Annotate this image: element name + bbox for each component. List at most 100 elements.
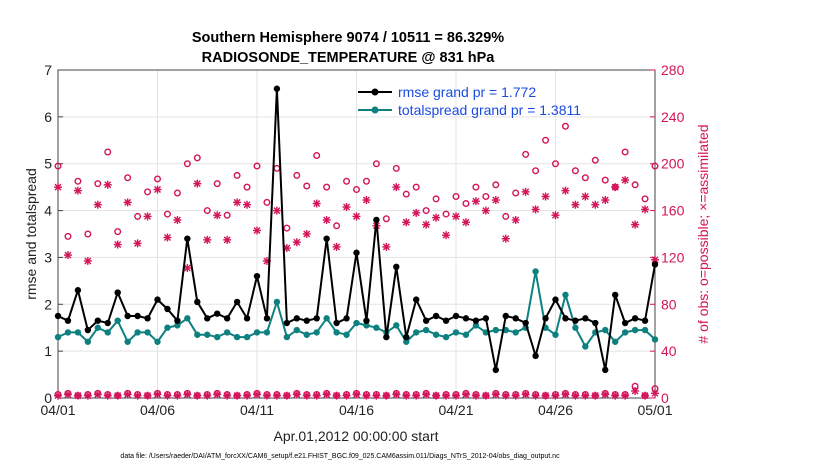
obs-possible-marker [432, 195, 440, 203]
obs-assimilated-marker [491, 390, 500, 399]
obs-assimilated-marker [213, 211, 222, 220]
legend: rmse grand pr = 1.772 totalspread grand … [358, 84, 581, 118]
obs-assimilated-marker [342, 203, 351, 212]
obs-assimilated-marker [73, 186, 82, 195]
obs-assimilated-marker [93, 390, 102, 399]
obs-possible-marker [353, 185, 361, 193]
obs-assimilated-marker [611, 391, 620, 400]
rmse-point [393, 263, 400, 270]
obs-possible-marker [532, 167, 540, 175]
rmse-point [422, 317, 430, 324]
obs-assimilated-marker [402, 391, 411, 400]
obs-assimilated-marker [113, 391, 122, 400]
obs-assimilated-marker [591, 391, 600, 400]
spread-point [651, 336, 659, 343]
obs-possible-marker [402, 190, 410, 198]
spread-point [114, 317, 121, 324]
rmse-point [293, 315, 300, 322]
spread-point [602, 326, 609, 334]
y-tick-label: 3 [44, 249, 52, 265]
obs-possible-marker [422, 207, 430, 215]
obs-assimilated-marker [54, 183, 62, 192]
y2-tick-label: 160 [661, 203, 685, 219]
obs-assimilated-marker [571, 200, 580, 209]
obs-assimilated-marker [342, 391, 351, 400]
spread-point [373, 324, 380, 331]
spread-point [313, 329, 320, 336]
obs-possible-marker [581, 174, 589, 182]
obs-assimilated-marker [272, 391, 281, 400]
obs-possible-marker [64, 232, 72, 240]
spread-point [184, 315, 191, 322]
obs-assimilated-marker [54, 391, 62, 400]
spread-point [253, 329, 261, 336]
y-axis-left: 0 1 2 3 4 5 6 7 [44, 62, 63, 406]
x-tick-label: 04/11 [240, 402, 274, 418]
obs-possible-marker [462, 200, 470, 208]
obs-possible-marker [104, 148, 112, 156]
obs-assimilated-marker [432, 391, 441, 400]
obs-assimilated-marker [412, 208, 421, 217]
obs-possible-marker [502, 212, 510, 220]
obs-assimilated-marker [561, 390, 570, 399]
rmse-point [651, 261, 659, 268]
spread-point [641, 326, 649, 334]
rmse-point [532, 352, 539, 360]
obs-assimilated-marker [133, 391, 142, 400]
x-axis: 04/01 04/06 04/11 04/16 04/21 04/26 05/01 [40, 393, 673, 418]
spread-point [104, 329, 111, 336]
y-tick-label: 2 [44, 296, 52, 312]
obs-assimilated-marker [83, 256, 92, 265]
obs-assimilated-marker [621, 391, 630, 400]
spread-point [64, 329, 72, 336]
obs-assimilated-marker [452, 212, 460, 221]
rmse-point [641, 317, 649, 324]
rmse-point [243, 315, 251, 322]
y-tick-label: 1 [44, 343, 52, 359]
rmse-point [253, 272, 261, 280]
y-axis-label-right: # of obs: o=possible; ×=assimilated [695, 124, 711, 343]
obs-assimilated-marker [123, 390, 132, 399]
obs-assimilated-marker [302, 391, 311, 400]
data-file-footer: data file: /Users/raeder/DAI/ATM_forcXX/… [120, 453, 560, 460]
spread-point [84, 338, 92, 345]
obs-possible-marker [303, 182, 311, 190]
y-tick-label: 6 [44, 109, 52, 125]
obs-assimilated-marker [163, 233, 172, 242]
spread-point [134, 329, 141, 336]
rmse-point [542, 315, 549, 322]
obs-possible-marker [84, 230, 92, 238]
obs-possible-marker [512, 189, 520, 197]
rmse-point [363, 317, 370, 324]
obs-possible-marker [382, 215, 390, 223]
obs-assimilated-marker [631, 220, 640, 229]
obs-possible-marker [362, 177, 370, 185]
obs-assimilated-marker [382, 391, 391, 400]
obs-possible-marker [472, 183, 480, 191]
obs-possible-marker [552, 160, 560, 168]
spread-point [273, 298, 281, 306]
obs-assimilated-marker [382, 242, 391, 251]
rmse-point [442, 317, 450, 324]
obs-assimilated-marker [63, 251, 72, 260]
title-group: Southern Hemisphere 9074 / 10511 = 86.32… [192, 30, 504, 66]
rmse-point [174, 317, 181, 324]
obs-assimilated-marker [312, 391, 321, 400]
spread-point [631, 326, 639, 334]
obs-possible-marker [124, 174, 132, 182]
obs-assimilated-marker [93, 200, 102, 209]
y-tick-label: 0 [44, 390, 52, 406]
rmse-point [621, 319, 629, 327]
rmse-point [64, 317, 72, 324]
obs-possible-marker [203, 207, 211, 215]
obs-possible-marker [641, 195, 649, 203]
rmse-point [383, 333, 390, 341]
y2-tick-label: 280 [661, 62, 685, 78]
rmse-point [134, 312, 141, 320]
spread-point [552, 331, 559, 338]
obs-assimilated-marker [243, 391, 252, 400]
obs-assimilated-marker [432, 213, 441, 222]
obs-possible-marker [144, 188, 152, 196]
obs-assimilated-marker [173, 215, 182, 224]
spread-point [74, 329, 82, 336]
